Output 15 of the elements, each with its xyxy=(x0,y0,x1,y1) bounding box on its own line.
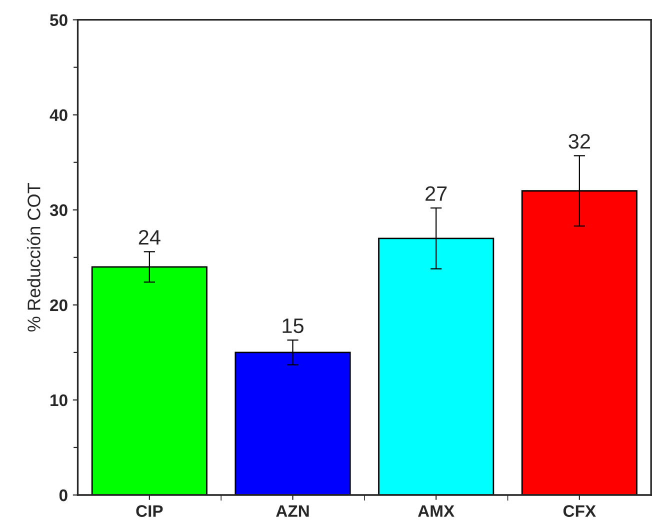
y-axis-title: % Reducción COT xyxy=(26,183,40,332)
y-tick-label: 40 xyxy=(50,109,68,122)
y-tick-label: 30 xyxy=(50,204,68,216)
y-tick-label: 50 xyxy=(50,14,68,26)
x-tick-label: CIP xyxy=(136,505,163,517)
y-tick-label: 0 xyxy=(59,489,68,502)
x-tick-label: AMX xyxy=(418,505,454,517)
data-label: 27 xyxy=(426,186,447,201)
x-tick-label: AZN xyxy=(276,505,309,517)
data-label: 24 xyxy=(138,230,160,245)
x-tick-label: CFX xyxy=(563,505,596,517)
y-tick-label: 20 xyxy=(50,299,68,312)
data-label: 32 xyxy=(568,134,590,149)
data-label: 15 xyxy=(282,318,304,334)
y-tick-label: 10 xyxy=(50,394,68,406)
